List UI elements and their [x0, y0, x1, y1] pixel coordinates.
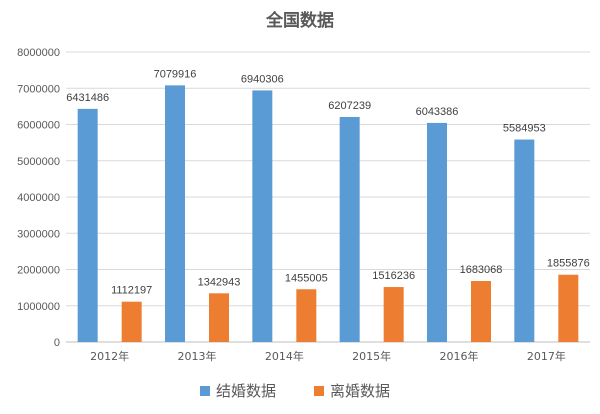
data-label: 6207239 [328, 100, 371, 112]
chart-title: 全国数据 [265, 10, 334, 31]
data-label: 1342943 [198, 276, 241, 288]
y-tick-label: 7000000 [17, 83, 60, 95]
bar [339, 116, 360, 343]
legend-swatch [314, 386, 324, 396]
data-labels: 6431486 1112197 7079916 1342943 6940306 14550… [66, 68, 589, 296]
bar [427, 122, 447, 343]
x-tick-label: 2012年 [90, 349, 129, 363]
y-tick-label: 2000000 [17, 265, 60, 277]
legend-label: 结婚数据 [216, 382, 276, 400]
data-label: 1112197 [111, 285, 152, 297]
bar [165, 85, 185, 343]
y-tick-label: 1000000 [17, 301, 60, 313]
data-label: 7079916 [154, 68, 197, 80]
bar [77, 108, 98, 342]
y-tick-label: 8000000 [17, 47, 60, 59]
legend-label: 离婚数据 [330, 382, 390, 400]
bar [252, 90, 273, 342]
bars [77, 85, 579, 343]
data-label: 1683068 [460, 264, 503, 276]
data-label: 1455005 [285, 272, 328, 284]
bar [296, 289, 317, 342]
x-tick-label: 2014年 [265, 349, 304, 363]
x-tick-label: 2015年 [352, 349, 391, 363]
y-tick-label: 4000000 [17, 192, 60, 204]
x-tick-label: 2017年 [527, 349, 566, 363]
legend-swatch [200, 386, 210, 396]
y-tick-label: 6000000 [17, 120, 60, 132]
data-label: 5584953 [503, 123, 546, 135]
y-axis: 0 1000000 2000000 3000000 4000000 5000000 6000… [17, 47, 60, 349]
bar [514, 139, 535, 342]
data-label: 6431486 [66, 92, 109, 104]
x-tick-label: 2013年 [178, 349, 217, 363]
data-label: 1516236 [372, 270, 415, 282]
data-label: 6043386 [416, 106, 459, 118]
bar [558, 274, 579, 342]
bar [121, 301, 142, 342]
bar [209, 293, 229, 342]
data-label: 1855876 [547, 258, 590, 270]
legend: 结婚数据 离婚数据 [200, 382, 390, 400]
bar [383, 287, 404, 342]
data-label: 6940306 [241, 73, 284, 85]
bar [471, 280, 491, 342]
y-tick-label: 5000000 [17, 156, 60, 168]
gridlines [66, 51, 590, 343]
y-tick-label: 3000000 [17, 228, 60, 240]
y-tick-label: 0 [54, 337, 60, 349]
x-axis: 2012年 2013年 2014年 2015年 2016年 2017年 [90, 349, 566, 363]
x-tick-label: 2016年 [440, 349, 479, 363]
